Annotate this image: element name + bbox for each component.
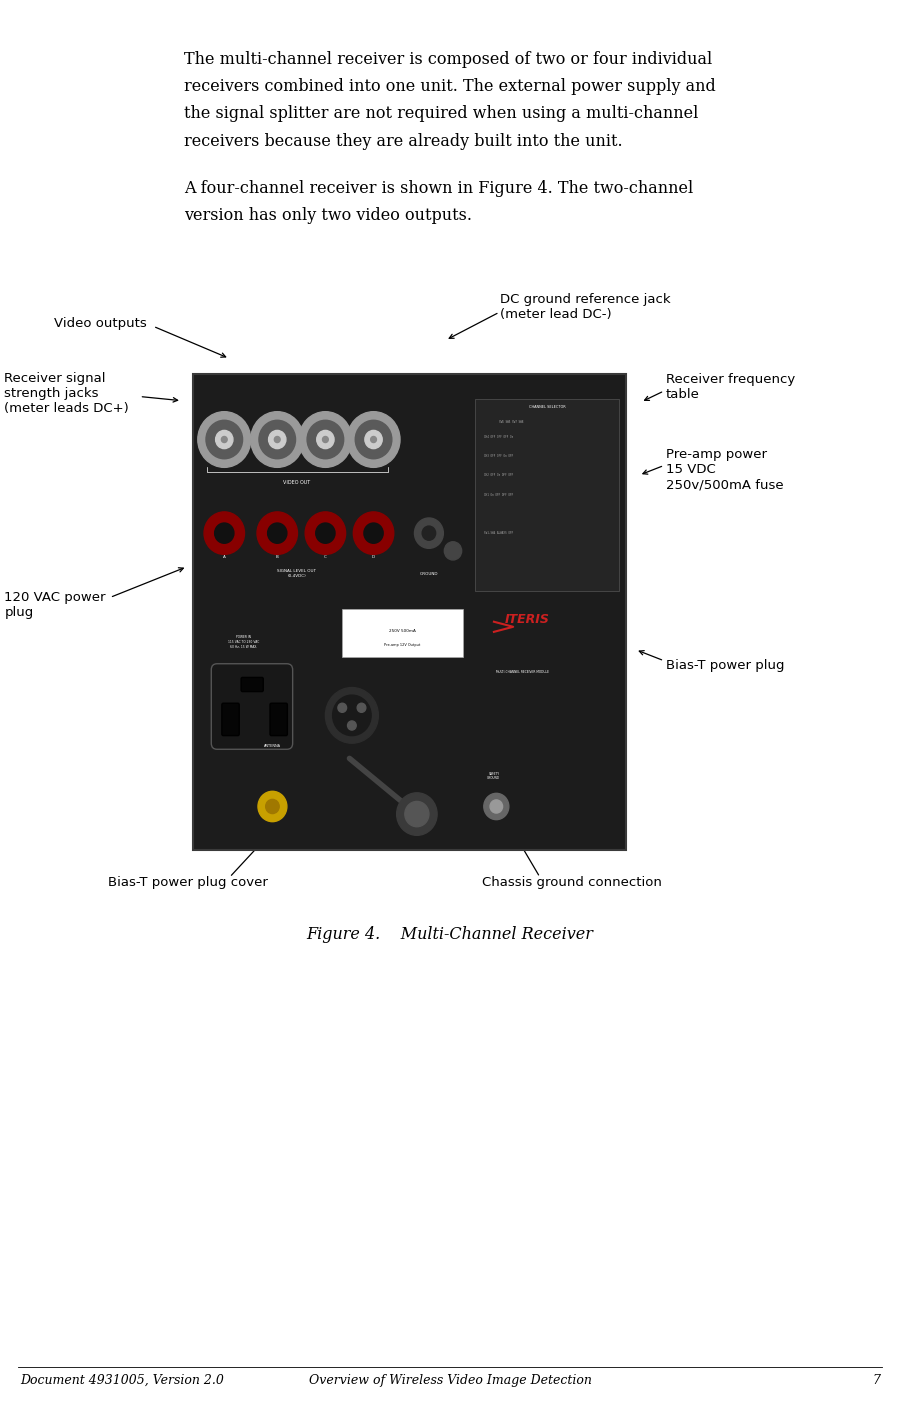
Text: CH4 OFF OFF OFF On: CH4 OFF OFF OFF On (484, 434, 514, 439)
Text: D: D (372, 555, 375, 560)
Circle shape (397, 793, 437, 835)
Text: CH3 OFF OFF On OFF: CH3 OFF OFF On OFF (484, 454, 514, 458)
Circle shape (198, 412, 251, 467)
Text: Pre-amp power
15 VDC
250v/500mA fuse: Pre-amp power 15 VDC 250v/500mA fuse (666, 449, 784, 491)
Text: ITERIS: ITERIS (505, 613, 550, 626)
Text: Bias-T power plug cover: Bias-T power plug cover (108, 876, 268, 890)
Circle shape (221, 436, 227, 443)
Text: 7: 7 (872, 1374, 880, 1388)
Text: 120 VAC power
plug: 120 VAC power plug (4, 591, 106, 619)
Circle shape (204, 512, 245, 554)
Circle shape (405, 801, 429, 827)
Text: version has only two video outputs.: version has only two video outputs. (184, 207, 473, 225)
Circle shape (364, 430, 382, 449)
Text: the signal splitter are not required when using a multi-channel: the signal splitter are not required whe… (184, 105, 699, 122)
Circle shape (333, 695, 371, 735)
Text: C: C (324, 555, 327, 560)
Circle shape (299, 412, 352, 467)
Circle shape (484, 793, 508, 820)
Text: ANTENNA: ANTENNA (264, 744, 281, 748)
FancyBboxPatch shape (193, 374, 626, 849)
FancyBboxPatch shape (212, 664, 292, 749)
Circle shape (317, 430, 334, 449)
Text: SIGNAL LEVEL OUT
(0-4VDC): SIGNAL LEVEL OUT (0-4VDC) (277, 569, 316, 578)
Text: VIDEO OUT: VIDEO OUT (283, 479, 310, 485)
FancyBboxPatch shape (241, 678, 264, 692)
Circle shape (491, 800, 502, 813)
Text: Pre-amp 12V Output: Pre-amp 12V Output (384, 643, 420, 647)
Text: SAFETY
GROUND: SAFETY GROUND (488, 772, 500, 780)
Circle shape (338, 703, 346, 713)
Circle shape (316, 523, 335, 543)
Circle shape (326, 688, 378, 744)
Circle shape (371, 436, 376, 443)
Text: Video outputs: Video outputs (54, 316, 147, 330)
Circle shape (216, 430, 233, 449)
Circle shape (266, 800, 279, 814)
Circle shape (322, 436, 328, 443)
Circle shape (206, 420, 243, 458)
Text: Receiver signal
strength jacks
(meter leads DC+): Receiver signal strength jacks (meter le… (4, 373, 130, 415)
Text: MULTI-CHANNEL RECEIVER MODULE: MULTI-CHANNEL RECEIVER MODULE (496, 671, 549, 675)
Text: CH2 OFF On OFF OFF: CH2 OFF On OFF OFF (484, 474, 514, 478)
FancyBboxPatch shape (474, 399, 619, 592)
Text: SW1-SW4 ALWAYS OFF: SW1-SW4 ALWAYS OFF (484, 531, 514, 536)
Text: Figure 4.    Multi-Channel Receiver: Figure 4. Multi-Channel Receiver (307, 927, 593, 943)
Circle shape (356, 420, 392, 458)
Circle shape (307, 420, 344, 458)
FancyBboxPatch shape (222, 703, 239, 735)
Text: 250V 500mA: 250V 500mA (389, 628, 416, 633)
Text: GROUND: GROUND (419, 572, 438, 575)
Circle shape (257, 512, 298, 554)
Circle shape (357, 703, 365, 713)
Text: CH1 On OFF OFF OFF: CH1 On OFF OFF OFF (484, 492, 514, 496)
FancyBboxPatch shape (342, 609, 463, 657)
Text: Overview of Wireless Video Image Detection: Overview of Wireless Video Image Detecti… (309, 1374, 591, 1388)
Text: Chassis ground connection: Chassis ground connection (482, 876, 662, 890)
Circle shape (347, 412, 400, 467)
Circle shape (347, 721, 356, 730)
FancyBboxPatch shape (270, 703, 287, 735)
Circle shape (268, 430, 286, 449)
Text: SW6 SW5 SW7 SW8: SW6 SW5 SW7 SW8 (499, 420, 523, 423)
Circle shape (267, 523, 287, 543)
Circle shape (364, 523, 383, 543)
Circle shape (445, 541, 462, 560)
Text: Document 4931005, Version 2.0: Document 4931005, Version 2.0 (20, 1374, 224, 1388)
Circle shape (215, 523, 234, 543)
Text: receivers because they are already built into the unit.: receivers because they are already built… (184, 132, 623, 150)
Circle shape (259, 420, 295, 458)
Circle shape (305, 512, 346, 554)
Text: receivers combined into one unit. The external power supply and: receivers combined into one unit. The ex… (184, 77, 716, 96)
Text: POWER IN
115 VAC TO 230 VAC
60 Hz, 15 W MAX.: POWER IN 115 VAC TO 230 VAC 60 Hz, 15 W … (228, 636, 259, 648)
Text: Bias-T power plug: Bias-T power plug (666, 658, 785, 672)
Text: CHANNEL SELECTOR: CHANNEL SELECTOR (528, 405, 565, 409)
Circle shape (422, 526, 436, 540)
Text: A four-channel receiver is shown in Figure 4. The two-channel: A four-channel receiver is shown in Figu… (184, 180, 694, 197)
Text: DC ground reference jack
(meter lead DC-): DC ground reference jack (meter lead DC-… (500, 292, 670, 321)
Circle shape (354, 512, 394, 554)
Circle shape (274, 436, 280, 443)
Text: B: B (275, 555, 279, 560)
Text: The multi-channel receiver is composed of two or four individual: The multi-channel receiver is composed o… (184, 51, 713, 67)
Circle shape (251, 412, 303, 467)
Text: Receiver frequency
table: Receiver frequency table (666, 373, 796, 401)
Text: A: A (223, 555, 226, 560)
Circle shape (415, 517, 444, 548)
Circle shape (258, 792, 287, 821)
